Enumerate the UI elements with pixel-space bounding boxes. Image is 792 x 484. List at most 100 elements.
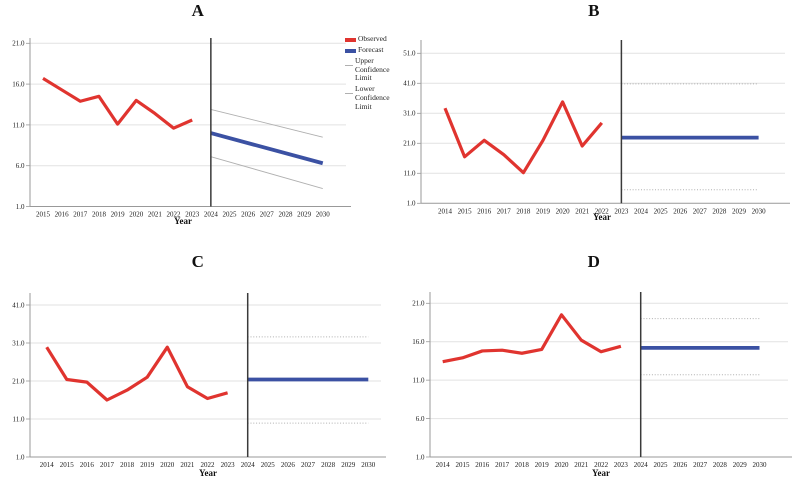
x-tick-label: 2025: [261, 461, 276, 469]
x-tick-label: 2027: [693, 461, 708, 469]
x-tick-label: 2029: [733, 461, 748, 469]
y-tick-label: 41.0: [403, 80, 416, 88]
x-tick-label: 2025: [654, 461, 669, 469]
x-tick-label: 2030: [316, 211, 331, 219]
x-tick-label: 2019: [535, 461, 550, 469]
panel-c-plot: 1.0 11.0 21.0 31.0 41.0 2014 2015 2016 2017 2018 2…: [12, 293, 386, 469]
panel-d: D 1.0 6.0 11.0 16.0 21.0 2014 2015 2016 2017 2018…: [396, 242, 792, 484]
x-tick-label: 2030: [361, 461, 376, 469]
observed-line: [443, 100, 604, 175]
x-tick-label: 2028: [712, 207, 727, 215]
panel-a: A 1.0 6.0 11.0 16.0 21.0 2015 2016 2017 2018 2019…: [0, 0, 396, 242]
y-tick-label: 21.0: [412, 300, 425, 308]
observed-line: [42, 77, 193, 130]
legend-label-upper-confidence-limit: Upper Confidence Limit: [355, 55, 390, 83]
x-tick-label: 2016: [477, 207, 492, 215]
x-tick-label: 2016: [55, 211, 70, 219]
observed-line: [442, 313, 622, 364]
x-tick-label: 2024: [634, 461, 649, 469]
y-tick-label: 21.0: [403, 140, 416, 148]
x-tick-label: 2020: [555, 461, 570, 469]
legend-item-forecast: Forecast: [345, 44, 402, 55]
panel-b-title: B: [588, 1, 600, 20]
x-tick-label: 2023: [614, 461, 629, 469]
y-tick-label: 6.0: [416, 415, 425, 423]
x-tick-label: 2017: [73, 211, 88, 219]
x-tick-label: 2016: [80, 461, 95, 469]
lower-confidence-line-swatch-icon: [345, 93, 353, 95]
y-tick-label: 21.0: [12, 377, 25, 385]
y-tick-label: 11.0: [413, 377, 425, 385]
forecast-line-swatch-icon: [345, 48, 356, 53]
x-tick-label: 2021: [574, 461, 589, 469]
x-tick-label: 2028: [713, 461, 728, 469]
legend-item-lower-confidence-limit: Lower Confidence Limit: [345, 84, 402, 112]
x-tick-label: 2018: [516, 207, 531, 215]
x-tick-label: 2023: [185, 211, 200, 219]
x-tick-label: 2029: [341, 461, 356, 469]
x-tick-label: 2019: [111, 211, 126, 219]
y-tick-label: 1.0: [416, 453, 425, 461]
panel-c-title: C: [191, 252, 205, 271]
y-tick-label: 51.0: [403, 50, 416, 58]
legend-label-forecast: Forecast: [358, 44, 384, 54]
x-tick-label: 2028: [321, 461, 336, 469]
panel-c: C 1.0 11.0 21.0 31.0 41.0 2014 2015 2016 2017 201…: [0, 242, 396, 484]
x-tick-label: 2016: [475, 461, 490, 469]
y-tick-label: 16.0: [12, 81, 25, 89]
x-tick-label: 2023: [221, 461, 236, 469]
x-tick-label: 2014: [436, 461, 451, 469]
legend-label-observed: Observed: [358, 34, 387, 43]
legend-item-upper-confidence-limit: Upper Confidence Limit: [345, 55, 402, 84]
upper-confidence-line-swatch-icon: [345, 64, 353, 66]
x-tick-label: 2018: [515, 461, 530, 469]
x-tick-label: 2030: [753, 461, 768, 469]
x-tick-label: 2022: [595, 207, 610, 215]
x-tick-label: 2020: [556, 207, 571, 215]
y-tick-label: 11.0: [13, 415, 25, 423]
forecast-line: [210, 131, 324, 166]
upper-cl-line: [210, 108, 323, 138]
x-tick-label: 2021: [148, 211, 163, 219]
y-tick-label: 1.0: [16, 453, 25, 461]
observed-line: [45, 345, 229, 402]
legend-label-lower-confidence-limit: Lower Confidence Limit: [355, 84, 390, 111]
panel-b: B 1.0 11.0 21.0 31.0 41.0 51.0 2014 2015 2016 201…: [396, 0, 792, 242]
observed-line-swatch-icon: [345, 38, 356, 42]
panel-b-plot: 1.0 11.0 21.0 31.0 41.0 51.0 2014 2015 2016 2017 2…: [403, 40, 790, 215]
x-tick-label: 2019: [140, 461, 155, 469]
x-tick-label: 2026: [281, 461, 296, 469]
lower-cl-line: [210, 156, 323, 189]
panel-a-title: A: [191, 1, 205, 20]
panel-d-plot: 1.0 6.0 11.0 16.0 21.0 2014 2015 2016 2017 2018 20…: [412, 292, 792, 469]
x-tick-label: 2025: [223, 211, 238, 219]
x-tick-label: 2026: [241, 211, 256, 219]
x-tick-label: 2024: [204, 211, 219, 219]
x-tick-label: 2017: [497, 207, 512, 215]
x-tick-label: 2022: [201, 461, 216, 469]
y-tick-label: 41.0: [12, 301, 25, 309]
x-tick-label: 2024: [241, 461, 256, 469]
y-tick-label: 6.0: [16, 162, 25, 170]
y-tick-label: 11.0: [13, 121, 25, 129]
x-tick-label: 2014: [40, 461, 55, 469]
x-tick-label: 2029: [297, 211, 312, 219]
x-tick-label: 2019: [536, 207, 551, 215]
x-tick-label: 2026: [673, 207, 688, 215]
legend-item-observed: Observed: [345, 34, 402, 44]
y-tick-label: 31.0: [403, 110, 416, 118]
y-tick-label: 1.0: [407, 200, 416, 208]
x-tick-label: 2022: [594, 461, 609, 469]
y-tick-label: 21.0: [12, 40, 25, 48]
x-tick-label: 2015: [456, 461, 471, 469]
x-tick-label: 2021: [575, 207, 590, 215]
x-tick-label: 2027: [693, 207, 708, 215]
x-tick-label: 2025: [654, 207, 669, 215]
y-tick-label: 1.0: [16, 203, 25, 211]
legend: Observed Forecast Upper Confidence Limit…: [345, 34, 402, 114]
x-tick-label: 2020: [129, 211, 144, 219]
x-tick-label: 2018: [120, 461, 135, 469]
x-tick-label: 2027: [260, 211, 275, 219]
x-tick-label: 2027: [301, 461, 316, 469]
